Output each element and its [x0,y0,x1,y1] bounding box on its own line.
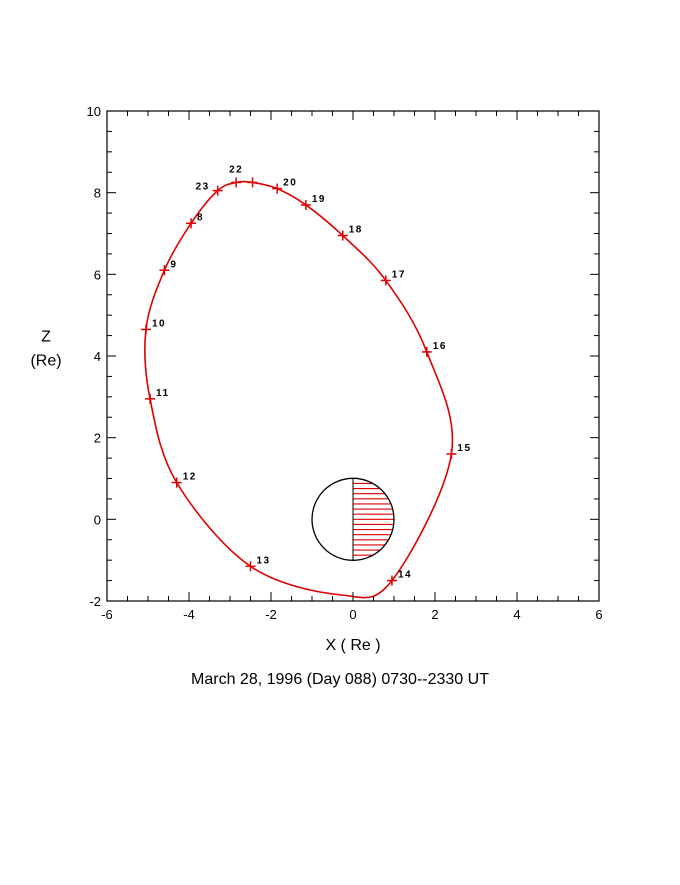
axis-ticks-group [106,110,600,602]
hour-label-22: 22 [229,164,243,175]
hour-label-23: 23 [196,182,210,193]
hour-label-18: 18 [349,225,363,236]
hour-label-8: 8 [197,212,204,223]
x-tick-label: -4 [183,607,195,622]
tick-labels-group: -6 -4 -2 0 2 4 6 -2 0 2 4 6 8 10 [87,104,603,622]
y-tick-label: 10 [87,104,101,119]
hour-label-10: 10 [152,318,166,329]
hour-label-20: 20 [283,178,297,189]
earth-circle [311,477,395,561]
chart-caption: March 28, 1996 (Day 088) 0730--2330 UT [191,671,489,688]
hour-label-9: 9 [170,259,177,270]
y-tick-label: 6 [94,267,101,282]
y-tick-label: 8 [94,186,101,201]
hour-marks-group: 8 9 10 11 12 13 14 15 16 17 18 19 20 22 23 [140,164,471,586]
y-axis-label-line1: Z [41,329,51,346]
hour-label-17: 17 [392,269,406,280]
hour-label-15: 15 [457,443,471,454]
hour-label-14: 14 [398,570,412,581]
orbit-line [144,180,454,599]
hour-label-19: 19 [312,194,326,205]
y-tick-label: 0 [94,512,101,527]
y-tick-label: -2 [89,594,101,609]
x-tick-label: -6 [101,607,113,622]
y-tick-label: 2 [94,431,101,446]
x-axis-label: X ( Re ) [325,637,380,654]
orbit-group [144,180,454,599]
x-tick-label: -2 [265,607,277,622]
earth-group [311,477,395,561]
hour-label-13: 13 [257,555,271,566]
x-tick-label: 0 [349,607,356,622]
hour-label-12: 12 [183,472,197,483]
y-tick-label: 4 [94,349,101,364]
x-tick-label: 4 [513,607,520,622]
x-tick-label: 2 [431,607,438,622]
x-tick-label: 6 [595,607,602,622]
y-axis-label-line2: (Re) [30,353,61,370]
hour-label-16: 16 [433,341,447,352]
hour-label-11: 11 [156,388,170,399]
